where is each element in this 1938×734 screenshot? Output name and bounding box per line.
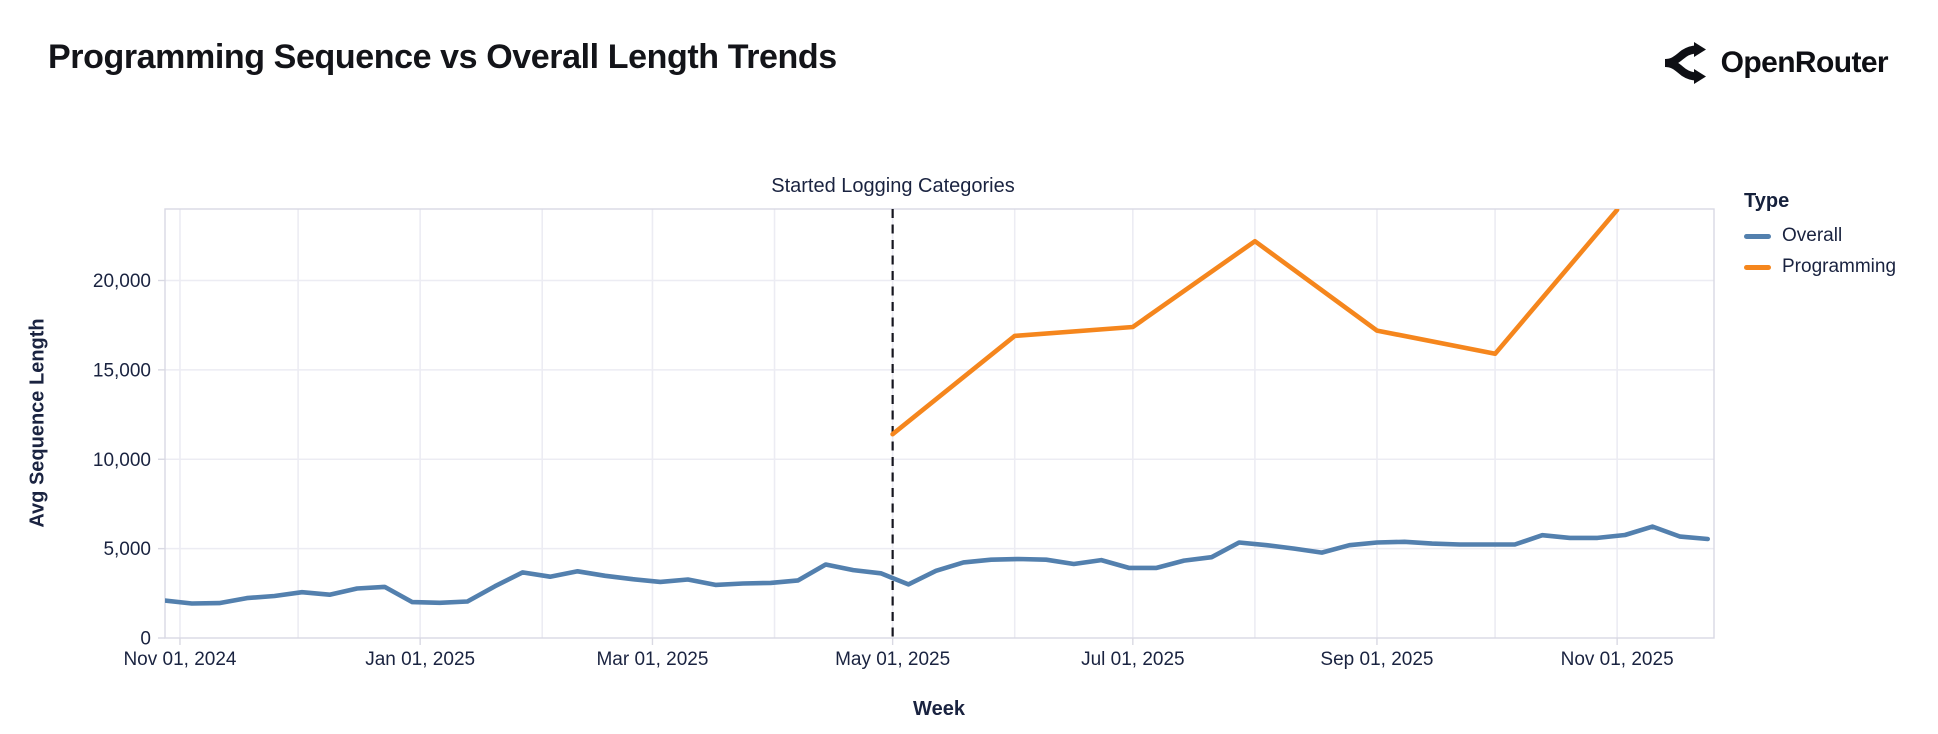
legend-item-programming: Programming [1744, 256, 1896, 278]
x-tick-label: Jan 01, 2025 [365, 649, 475, 670]
openrouter-icon [1661, 40, 1707, 86]
plot-border [164, 208, 1715, 639]
overall-swatch-icon [1744, 233, 1771, 239]
programming-swatch-icon [1744, 264, 1771, 270]
x-tick-label: May 01, 2025 [835, 649, 950, 670]
y-tick-label: 20,000 [93, 271, 151, 292]
y-tick-label: 0 [140, 629, 151, 650]
legend-label: Overall [1782, 225, 1843, 246]
legend-items: Overall Programming [1744, 225, 1896, 278]
legend-label: Programming [1782, 256, 1897, 277]
x-tick-label: Nov 01, 2024 [123, 649, 236, 670]
x-tick-label: Sep 01, 2025 [1320, 649, 1433, 670]
gridlines [165, 209, 1714, 638]
y-tick-label: 10,000 [93, 450, 151, 471]
x-axis-title: Week [913, 698, 965, 720]
y-tick-label: 15,000 [93, 360, 151, 381]
brand-name: OpenRouter [1720, 46, 1889, 79]
x-tick-label: Jul 01, 2025 [1081, 649, 1185, 670]
x-tick-label: Mar 01, 2025 [596, 649, 708, 670]
programming-line [890, 209, 1620, 437]
openrouter-logo: OpenRouter [1661, 40, 1889, 86]
legend-item-overall: Overall [1744, 225, 1896, 247]
chart-legend: Type Overall Programming [1744, 190, 1896, 278]
overall-line [165, 524, 1710, 606]
annotation-label: Started Logging Categories [771, 175, 1015, 197]
page-title: Programming Sequence vs Overall Length T… [48, 38, 837, 76]
x-tick-label: Nov 01, 2025 [1561, 649, 1674, 670]
y-axis-title: Avg Sequence Length [26, 318, 49, 528]
axis-labels: Nov 01, 2024 Jan 01, 2025 Mar 01, 2025 May … [93, 271, 1674, 670]
legend-title: Type [1744, 190, 1790, 212]
axis-ticks [158, 279, 1618, 645]
y-tick-label: 5,000 [103, 539, 151, 560]
